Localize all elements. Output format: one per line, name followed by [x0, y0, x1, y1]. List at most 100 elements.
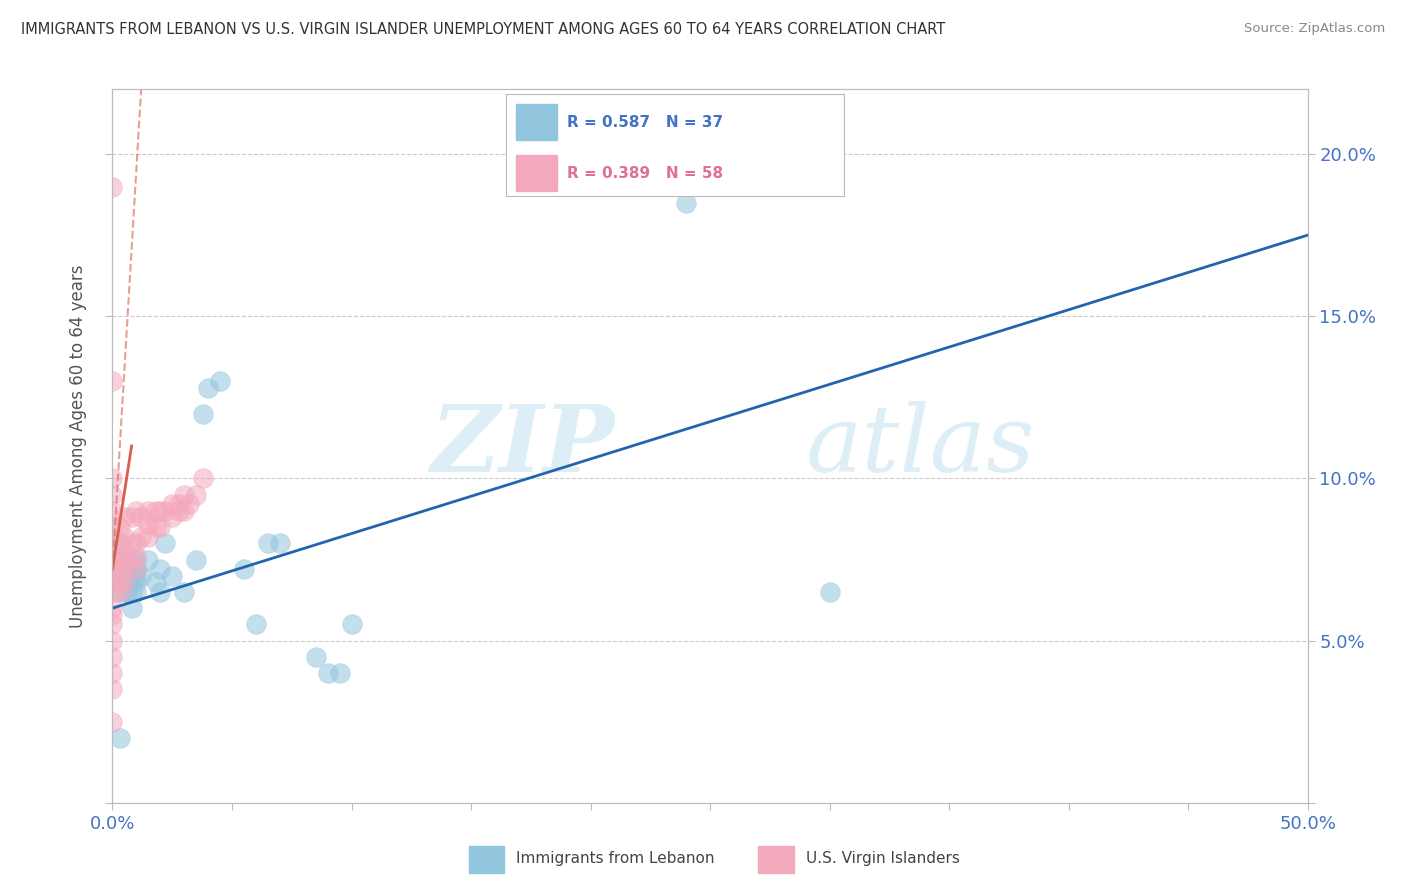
Point [101, 562, 124, 576]
Point [186, 488, 208, 502]
Point [114, 530, 135, 544]
Text: U.S. Virgin Islanders: U.S. Virgin Islanders [806, 851, 959, 866]
Point [162, 497, 183, 511]
Point [125, 549, 148, 564]
Point [121, 510, 143, 524]
Point [115, 575, 138, 590]
Point [173, 585, 195, 599]
Point [818, 585, 841, 599]
Point [329, 666, 352, 681]
Point [101, 682, 124, 697]
Text: atlas: atlas [806, 401, 1035, 491]
Point [108, 520, 131, 534]
Point [101, 471, 124, 485]
Point [101, 601, 124, 615]
Point [173, 488, 195, 502]
Point [138, 504, 160, 518]
Point [114, 575, 135, 590]
Point [101, 568, 124, 582]
Point [675, 195, 697, 210]
FancyBboxPatch shape [470, 847, 505, 873]
Point [101, 575, 124, 590]
Point [121, 601, 143, 615]
Point [101, 617, 124, 632]
Point [149, 562, 172, 576]
Point [114, 552, 135, 566]
Point [115, 585, 138, 599]
Point [197, 381, 219, 395]
Point [101, 552, 124, 566]
Point [101, 179, 124, 194]
Point [186, 552, 208, 566]
Point [125, 552, 148, 566]
Point [101, 666, 124, 681]
Point [173, 504, 195, 518]
Point [193, 471, 215, 485]
Point [138, 552, 160, 566]
Point [245, 617, 267, 632]
Point [121, 568, 143, 582]
Point [101, 649, 124, 664]
Point [115, 552, 138, 566]
Point [340, 617, 363, 632]
Point [145, 520, 167, 534]
Point [108, 585, 131, 599]
Text: ZIP: ZIP [430, 401, 614, 491]
Point [125, 536, 148, 550]
Point [114, 542, 135, 557]
Point [121, 585, 143, 599]
Point [125, 562, 148, 576]
Point [177, 497, 200, 511]
Text: R = 0.587   N = 37: R = 0.587 N = 37 [567, 115, 723, 130]
Point [233, 562, 256, 576]
FancyBboxPatch shape [516, 104, 557, 140]
Point [149, 520, 172, 534]
Point [125, 575, 148, 590]
Point [108, 575, 131, 590]
Point [138, 530, 160, 544]
Point [162, 510, 183, 524]
Point [305, 649, 328, 664]
Point [121, 552, 143, 566]
Point [125, 568, 148, 582]
Point [114, 562, 135, 576]
Point [108, 731, 131, 745]
Point [115, 562, 138, 576]
Point [108, 552, 131, 566]
Point [269, 536, 291, 550]
Point [316, 666, 339, 681]
Point [129, 568, 152, 582]
Point [101, 520, 124, 534]
Point [149, 585, 172, 599]
Point [257, 536, 280, 550]
Point [162, 568, 183, 582]
Point [169, 504, 191, 518]
Text: Source: ZipAtlas.com: Source: ZipAtlas.com [1244, 22, 1385, 36]
Point [114, 510, 135, 524]
Point [101, 536, 124, 550]
Point [101, 585, 124, 599]
Point [129, 530, 152, 544]
Point [145, 575, 167, 590]
Point [169, 497, 191, 511]
Point [101, 714, 124, 729]
Point [108, 562, 131, 576]
Y-axis label: Unemployment Among Ages 60 to 64 years: Unemployment Among Ages 60 to 64 years [69, 264, 87, 628]
FancyBboxPatch shape [516, 155, 557, 191]
Point [101, 504, 124, 518]
Point [108, 536, 131, 550]
Point [193, 407, 215, 421]
Point [101, 607, 124, 622]
Point [101, 633, 124, 648]
Text: IMMIGRANTS FROM LEBANON VS U.S. VIRGIN ISLANDER UNEMPLOYMENT AMONG AGES 60 TO 64: IMMIGRANTS FROM LEBANON VS U.S. VIRGIN I… [21, 22, 945, 37]
Point [129, 510, 152, 524]
Point [209, 374, 232, 388]
Text: Immigrants from Lebanon: Immigrants from Lebanon [516, 851, 714, 866]
Point [149, 504, 172, 518]
Point [153, 504, 176, 518]
Point [108, 585, 131, 599]
Point [108, 536, 131, 550]
Point [125, 504, 148, 518]
Point [125, 562, 148, 576]
Point [125, 585, 148, 599]
